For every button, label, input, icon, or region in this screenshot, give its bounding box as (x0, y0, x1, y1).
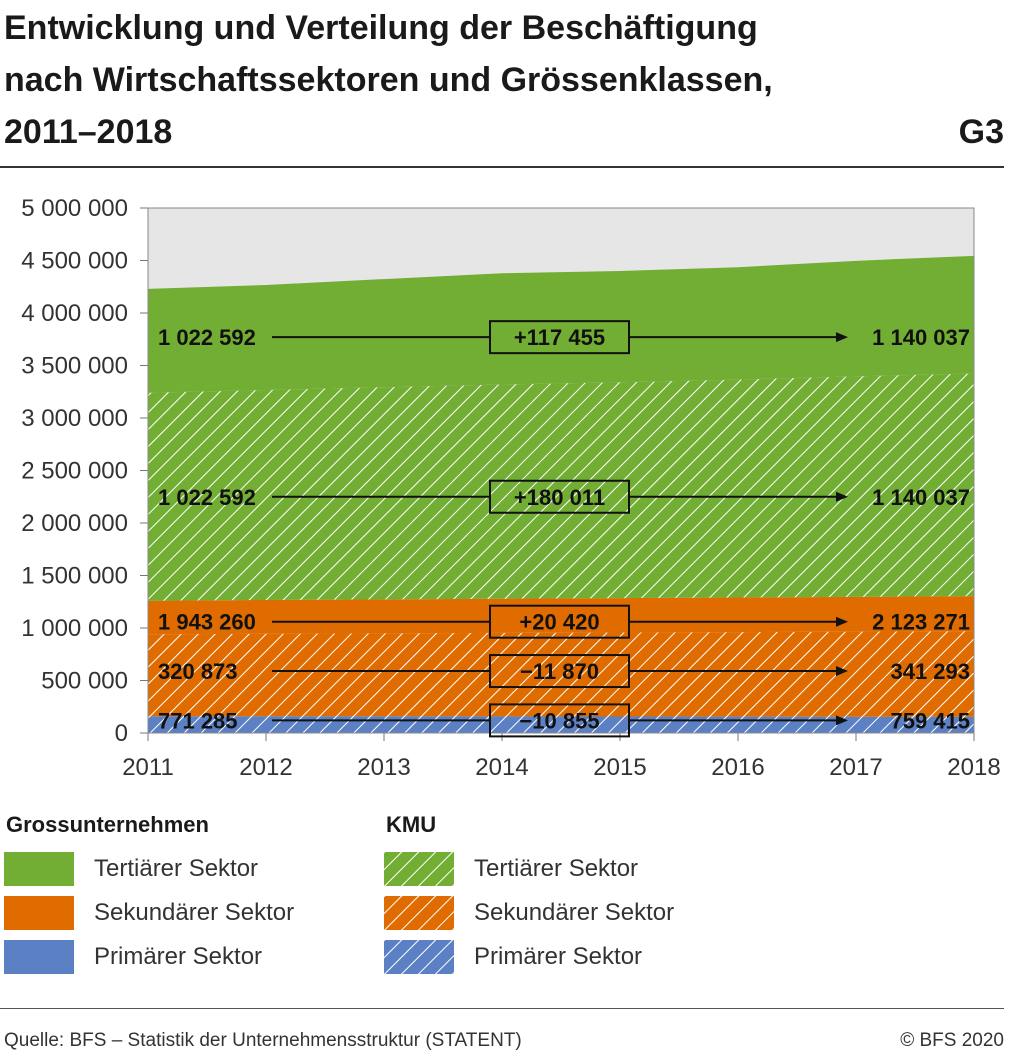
x-tick-label: 2015 (593, 754, 646, 781)
annotation-start-value: 1 022 592 (158, 485, 256, 510)
title-divider (0, 166, 1004, 168)
annotation-3: 320 873 −11 870 341 293 (158, 654, 970, 689)
x-tick-label: 2014 (475, 754, 528, 781)
footer-divider (0, 1008, 1004, 1009)
legend-swatch (384, 852, 454, 886)
annotation-start-value: 320 873 (158, 659, 238, 684)
annotation-arrowhead (836, 332, 848, 343)
plot-frame (147, 207, 975, 734)
legend-label: Primärer Sektor (94, 943, 263, 970)
legend-swatch (384, 896, 454, 930)
legend-item: Primärer Sektor (384, 940, 642, 974)
legend-item: Tertiärer Sektor (384, 852, 638, 886)
annotation-end-value: 1 140 037 (872, 485, 970, 510)
annotation-change-value: −10 855 (519, 708, 599, 733)
annotation-1: 1 022 592 +180 011 1 140 037 (158, 479, 970, 514)
legend-group-title: Grossunternehmen (6, 812, 209, 837)
chart-title: Entwicklung und Verteilung der Beschäfti… (4, 9, 773, 151)
annotation-start-value: 1 943 260 (158, 610, 256, 635)
legend-swatch (4, 896, 74, 930)
annotation-end-value: 1 140 037 (872, 325, 970, 350)
y-tick-label: 3 000 000 (21, 405, 128, 432)
y-tick-label: 1 500 000 (21, 563, 128, 590)
y-tick-label: 1 000 000 (21, 615, 128, 642)
y-tick-label: 5 000 000 (21, 195, 128, 222)
annotation-arrowhead (836, 491, 848, 502)
x-tick-label: 2018 (947, 754, 1000, 781)
y-tick-label: 4 000 000 (21, 300, 128, 327)
y-tick-label: 500 000 (41, 668, 128, 695)
annotation-end-value: 759 415 (890, 708, 970, 733)
legend-label: Sekundärer Sektor (474, 899, 675, 926)
y-tick-label: 4 500 000 (21, 248, 128, 275)
y-tick-label: 3 500 000 (21, 353, 128, 380)
legend-item: Tertiärer Sektor (4, 852, 258, 886)
x-tick-label: 2011 (122, 754, 174, 781)
annotation-end-value: 2 123 271 (872, 610, 970, 635)
annotation-end-value: 341 293 (890, 659, 970, 684)
legend-item: Primärer Sektor (4, 940, 262, 974)
x-tick-label: 2013 (357, 754, 410, 781)
legend-label: Tertiärer Sektor (94, 855, 259, 882)
annotation-arrowhead (836, 715, 848, 726)
x-tick-label: 2016 (711, 754, 764, 781)
x-tick-label: 2017 (829, 754, 882, 781)
area-series-3 (148, 596, 974, 635)
annotation-change-value: +20 420 (519, 610, 599, 635)
area-series-2 (148, 631, 974, 717)
annotation-arrowhead (836, 666, 848, 677)
legend-item: Sekundärer Sektor (4, 896, 294, 930)
y-tick-label: 0 (115, 720, 128, 747)
copyright: © BFS 2020 (900, 1030, 1004, 1051)
stacked-area-chart: 0 500 000 1 000 000 1 500 000 2 000 000 2 500… (21, 195, 1000, 781)
legend-label: Primärer Sektor (474, 943, 643, 970)
area-series-5 (148, 255, 974, 393)
annotation-change-value: +180 011 (514, 485, 605, 510)
annotation-change-value: +117 455 (514, 325, 605, 350)
legend-swatch (4, 852, 74, 886)
annotation-4: 771 285 −10 855 759 415 (158, 703, 970, 738)
legend-item: Sekundärer Sektor (384, 896, 674, 930)
area-series-4 (148, 373, 974, 601)
legend-swatch (384, 940, 454, 974)
annotation-arrowhead (836, 616, 848, 627)
annotation-start-value: 1 022 592 (158, 325, 256, 350)
legend-label: Tertiärer Sektor (474, 855, 639, 882)
legend-group-title: KMU (386, 812, 437, 837)
graphic-number: G3 (958, 113, 1004, 151)
annotation-2: 1 943 260 +20 420 2 123 271 (158, 604, 970, 639)
annotation-change-value: −11 870 (520, 659, 599, 684)
annotation-0: 1 022 592 +117 455 1 140 037 (158, 320, 970, 355)
source-note: Quelle: BFS – Statistik der Unternehmens… (4, 1030, 522, 1051)
x-tick-label: 2012 (239, 754, 292, 781)
y-tick-label: 2 000 000 (21, 510, 128, 537)
legend-swatch (4, 940, 74, 974)
annotation-start-value: 771 285 (158, 708, 238, 733)
legend-label: Sekundärer Sektor (94, 899, 295, 926)
y-tick-label: 2 500 000 (21, 458, 128, 485)
